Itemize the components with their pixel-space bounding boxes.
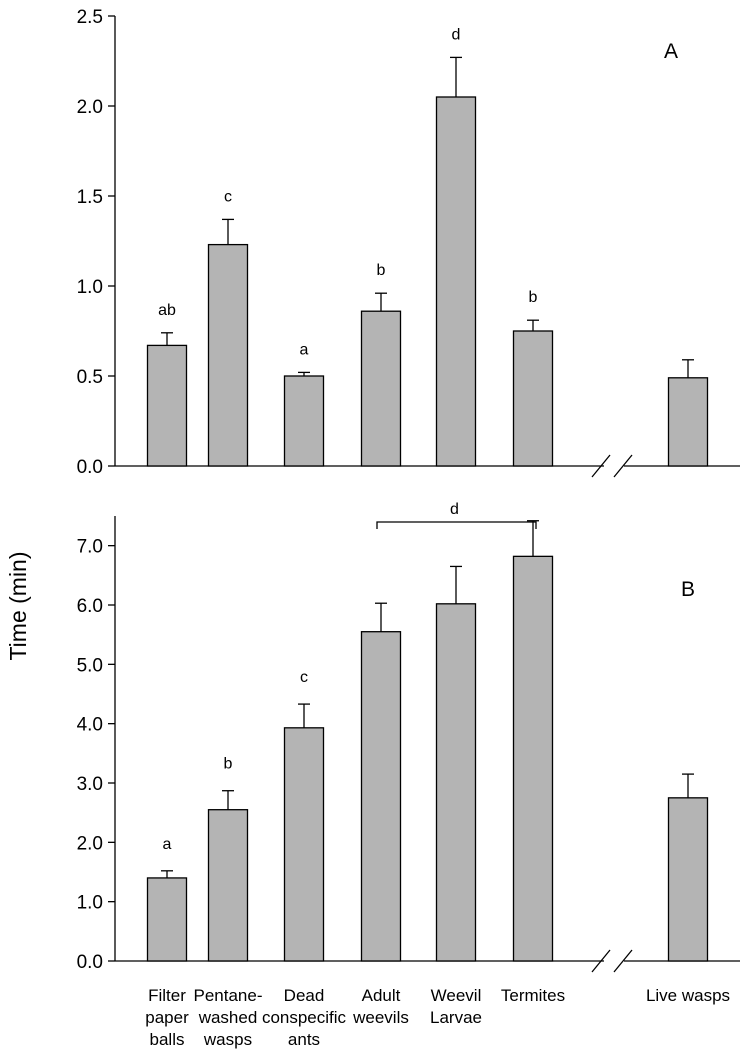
x-tick-label: conspecific [262,1008,347,1027]
significance-bracket [376,521,537,529]
y-tick-label: 5.0 [77,655,103,676]
significance-letter: a [300,341,309,358]
bar [283,375,325,467]
panel-b: 0.0 1.0 2.0 3.0 4.0 5.0 6.0 7.0 a b c d B [77,501,740,973]
x-tick-label: Filter [148,986,186,1005]
significance-letter: d [450,501,459,518]
panel-label: B [681,578,695,601]
x-tick-label: paper [145,1008,189,1027]
bar [435,603,477,962]
bar [146,344,188,467]
y-axis-label: Time (min) [5,551,31,660]
bar [146,877,188,962]
significance-letter: c [300,669,308,686]
axis-break-mark [613,949,633,973]
axis-break-mark [591,454,611,478]
x-tick-label: ants [288,1030,320,1049]
x-tick-label: wasps [203,1030,252,1049]
y-tick-label: 2.5 [77,7,103,28]
axis-break-mark [613,454,633,478]
significance-letter: a [163,836,172,853]
x-tick-label: Termites [501,986,565,1005]
bar [512,330,554,467]
bar [283,727,325,962]
panel-label: A [664,40,678,63]
bar [360,631,402,962]
x-tick-label: weevils [352,1008,409,1027]
x-tick-label: Adult [362,986,401,1005]
x-tick-label: Live wasps [646,986,730,1005]
y-tick-label: 0.5 [77,367,103,388]
x-tick-label: Pentane- [194,986,263,1005]
significance-letter: d [452,26,461,43]
bar [207,243,249,467]
axis-break-mark [591,949,611,973]
x-tick-label: washed [198,1008,258,1027]
x-tick-label: Larvae [430,1008,482,1027]
y-tick-label: 1.5 [77,187,103,208]
y-tick-label: 3.0 [77,774,103,795]
bar [512,555,554,962]
bar [207,809,249,962]
y-tick-label: 6.0 [77,596,103,617]
y-tick-label: 2.0 [77,97,103,118]
bar [667,377,709,467]
x-tick-label: Weevil [431,986,482,1005]
significance-letter: b [224,756,233,773]
y-tick-label: 0.0 [77,952,103,973]
y-tick-label: 1.0 [77,277,103,298]
y-tick-label: 0.0 [77,457,103,478]
significance-letter: b [529,289,538,306]
y-tick-label: 4.0 [77,715,103,736]
x-tick-label: Dead [284,986,325,1005]
y-tick-label: 1.0 [77,893,103,914]
significance-letter: c [224,188,232,205]
bar [360,310,402,467]
x-tick-label: balls [150,1030,185,1049]
significance-letter: b [377,262,386,279]
y-tick-label: 2.0 [77,833,103,854]
bar [667,797,709,962]
y-tick-label: 7.0 [77,537,103,558]
x-axis-category-labels: Filter paper balls Pentane-washed wasps Dead c… [145,986,730,1049]
bar [435,96,477,467]
significance-letter: ab [158,302,176,319]
